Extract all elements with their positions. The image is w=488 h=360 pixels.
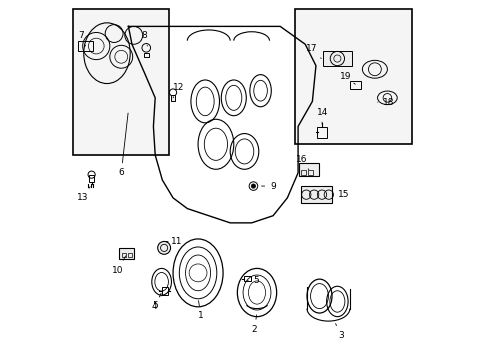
Bar — [73, 9, 169, 155]
Text: 7: 7 — [78, 31, 85, 46]
Text: 8: 8 — [141, 31, 147, 46]
Circle shape — [157, 242, 170, 254]
Bar — [162, 287, 168, 295]
Text: 18: 18 — [377, 98, 394, 107]
Text: 14: 14 — [316, 108, 327, 124]
Text: 2: 2 — [251, 315, 257, 334]
Circle shape — [251, 184, 255, 188]
Text: 1: 1 — [198, 301, 203, 320]
Bar — [300, 170, 305, 175]
Bar — [323, 51, 351, 66]
Text: 19: 19 — [339, 72, 354, 84]
Text: 5: 5 — [247, 276, 259, 285]
Bar — [119, 248, 134, 259]
Bar — [122, 253, 126, 257]
Text: 12: 12 — [173, 83, 184, 98]
Text: 6: 6 — [118, 113, 128, 177]
Bar — [244, 276, 250, 281]
Bar — [349, 81, 360, 89]
Text: 5: 5 — [152, 295, 162, 310]
Bar — [294, 9, 411, 144]
Text: 16: 16 — [295, 155, 308, 170]
Bar — [307, 170, 313, 175]
Bar — [89, 175, 94, 182]
Bar — [127, 253, 132, 257]
Text: 3: 3 — [335, 324, 343, 340]
Bar — [143, 53, 149, 57]
Bar — [316, 127, 326, 138]
Bar — [300, 186, 332, 203]
Bar — [171, 95, 175, 102]
Text: 10: 10 — [112, 256, 125, 275]
Text: 13: 13 — [77, 186, 90, 202]
Text: 11: 11 — [165, 237, 182, 246]
Bar — [78, 41, 93, 51]
Bar — [299, 163, 318, 176]
Text: 17: 17 — [305, 44, 321, 59]
Text: 4: 4 — [151, 293, 161, 311]
Text: 15: 15 — [332, 190, 349, 199]
Text: 9: 9 — [261, 181, 275, 190]
